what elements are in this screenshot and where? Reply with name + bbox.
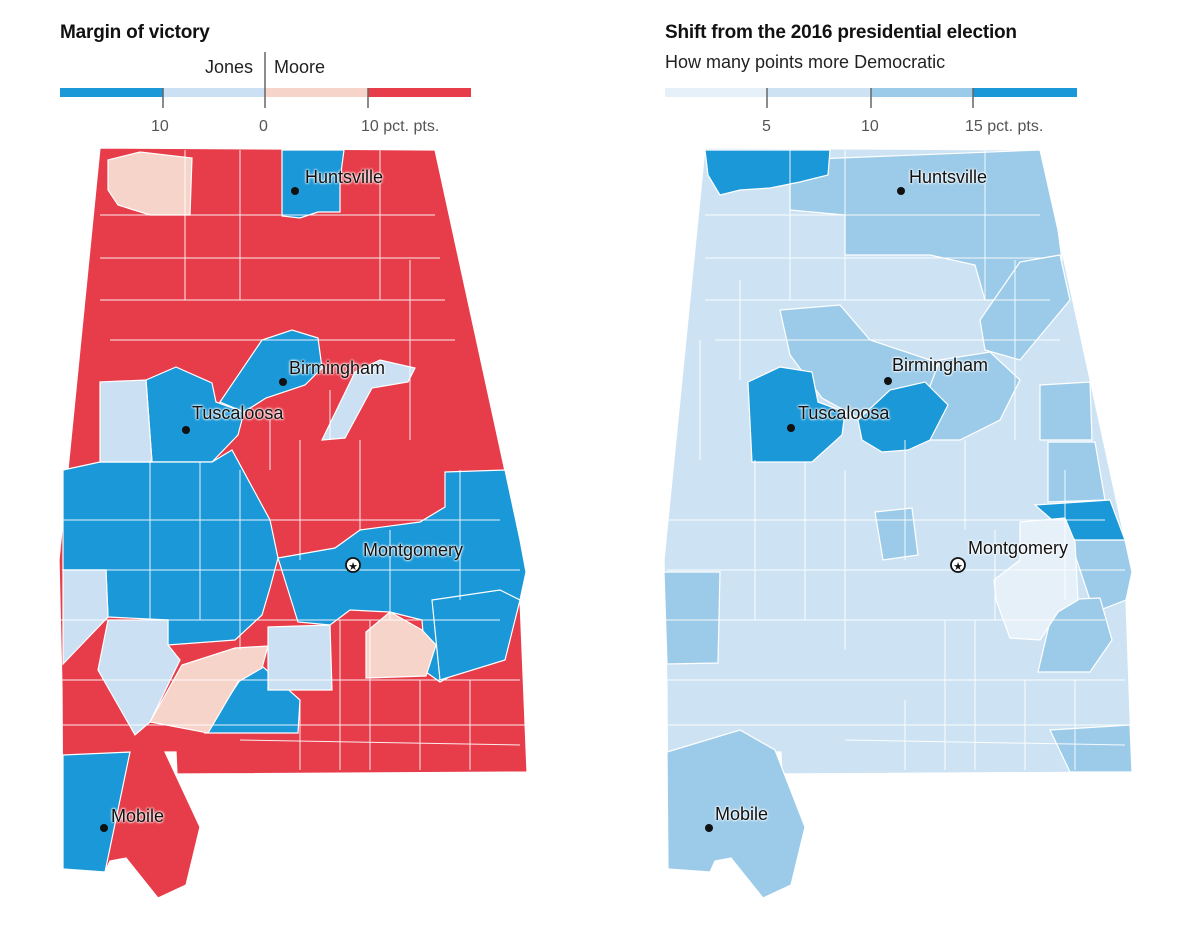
- capital-star-icon: ★: [348, 560, 358, 573]
- county-lauderdale: [107, 151, 193, 216]
- legend-candidate-jones: Jones: [205, 57, 254, 77]
- city-label-birmingham: Birmingham: [892, 355, 989, 375]
- city-label-tuscaloosa: Tuscaloosa: [192, 403, 284, 423]
- right-map-title: Shift from the 2016 presidential electio…: [665, 22, 1017, 43]
- shift-15-plus-counties: [704, 149, 1126, 541]
- legend-tick-label-left: 10: [151, 118, 169, 135]
- county-talladega: [320, 359, 416, 441]
- moore-lean-counties: [107, 151, 437, 734]
- legend-tick-label-15: 15 pct. pts.: [965, 118, 1044, 135]
- margin-legend: [60, 52, 471, 108]
- margin-of-victory-map-panel: Margin of victory Jones Moore: [58, 22, 528, 899]
- city-label-montgomery: Montgomery: [363, 540, 464, 560]
- legend-swatch-jones-lean: [163, 88, 265, 97]
- city-label-mobile: Mobile: [715, 804, 769, 824]
- county-pickens: [99, 379, 153, 463]
- montgomery-capital-icon: [950, 557, 966, 573]
- city-label-mobile: Mobile: [111, 806, 165, 826]
- left-map-svg: ★: [58, 52, 528, 899]
- legend-tick-label-10: 10: [861, 118, 879, 135]
- county-tuscaloosa: [747, 366, 846, 463]
- shift-0-5-counties: [993, 517, 1079, 641]
- legend-tick-label-center: 0: [259, 118, 268, 135]
- right-city-markers: ★: [705, 187, 966, 832]
- county-southeast: [1049, 724, 1133, 773]
- county-mobile-baldwin: [666, 729, 806, 899]
- city-label-montgomery: Montgomery: [968, 538, 1069, 558]
- city-label-huntsville: Huntsville: [305, 167, 384, 187]
- county-southeast-blue: [431, 589, 521, 681]
- legend-tick-label-5: 5: [762, 118, 771, 135]
- city-label-tuscaloosa: Tuscaloosa: [798, 403, 890, 423]
- right-map-subtitle: How many points more Democratic: [665, 52, 946, 72]
- county-northeast: [979, 254, 1071, 361]
- county-jefferson: [857, 381, 949, 453]
- legend-swatch-15-plus: [973, 88, 1077, 97]
- legend-swatch-0-5: [665, 88, 767, 97]
- mobile-dot: [100, 824, 108, 832]
- legend-swatch-moore-lean: [265, 88, 368, 97]
- county-east-band: [1047, 441, 1106, 503]
- capital-star-icon: ★: [953, 560, 963, 573]
- county-lauderdale: [704, 149, 831, 196]
- county-borders-left: [60, 150, 525, 770]
- jones-strong-counties: [62, 149, 527, 873]
- huntsville-dot: [897, 187, 905, 195]
- county-jefferson: [219, 329, 323, 413]
- mobile-dot: [705, 824, 713, 832]
- birmingham-dot: [884, 377, 892, 385]
- county-choctaw: [663, 571, 721, 665]
- county-madison: [281, 149, 345, 219]
- county-clarke: [97, 619, 181, 736]
- shift-10-15-counties: [663, 149, 1133, 899]
- county-butler: [267, 624, 333, 691]
- shift-legend: [665, 88, 1077, 108]
- montgomery-capital-icon: [345, 557, 361, 573]
- huntsville-dot: [291, 187, 299, 195]
- county-lee-light: [993, 517, 1079, 641]
- legend-swatch-10-15: [871, 88, 973, 97]
- legend-swatch-jones-strong: [60, 88, 163, 97]
- legend-tick-label-right: 10 pct. pts.: [361, 118, 440, 135]
- birmingham-dot: [279, 378, 287, 386]
- legend-candidate-moore: Moore: [274, 57, 326, 77]
- shift-from-2016-map-panel: Shift from the 2016 presidential electio…: [600, 0, 1200, 929]
- city-label-huntsville: Huntsville: [909, 167, 988, 187]
- left-city-markers: ★: [100, 187, 361, 832]
- city-label-birmingham: Birmingham: [289, 358, 386, 378]
- legend-swatch-moore-strong: [368, 88, 471, 97]
- tuscaloosa-dot: [787, 424, 795, 432]
- left-map-title: Margin of victory: [60, 22, 210, 43]
- county-cleburne-randolph: [1039, 381, 1093, 441]
- jones-lean-counties: [62, 359, 416, 736]
- county-russell-lee: [1069, 539, 1133, 611]
- legend-swatch-5-10: [767, 88, 871, 97]
- tuscaloosa-dot: [182, 426, 190, 434]
- county-borders-right: [665, 150, 1130, 770]
- county-mobile: [62, 751, 131, 873]
- county-barbour: [1037, 597, 1113, 673]
- right-map-svg: ★: [663, 88, 1133, 899]
- county-autauga: [874, 507, 919, 561]
